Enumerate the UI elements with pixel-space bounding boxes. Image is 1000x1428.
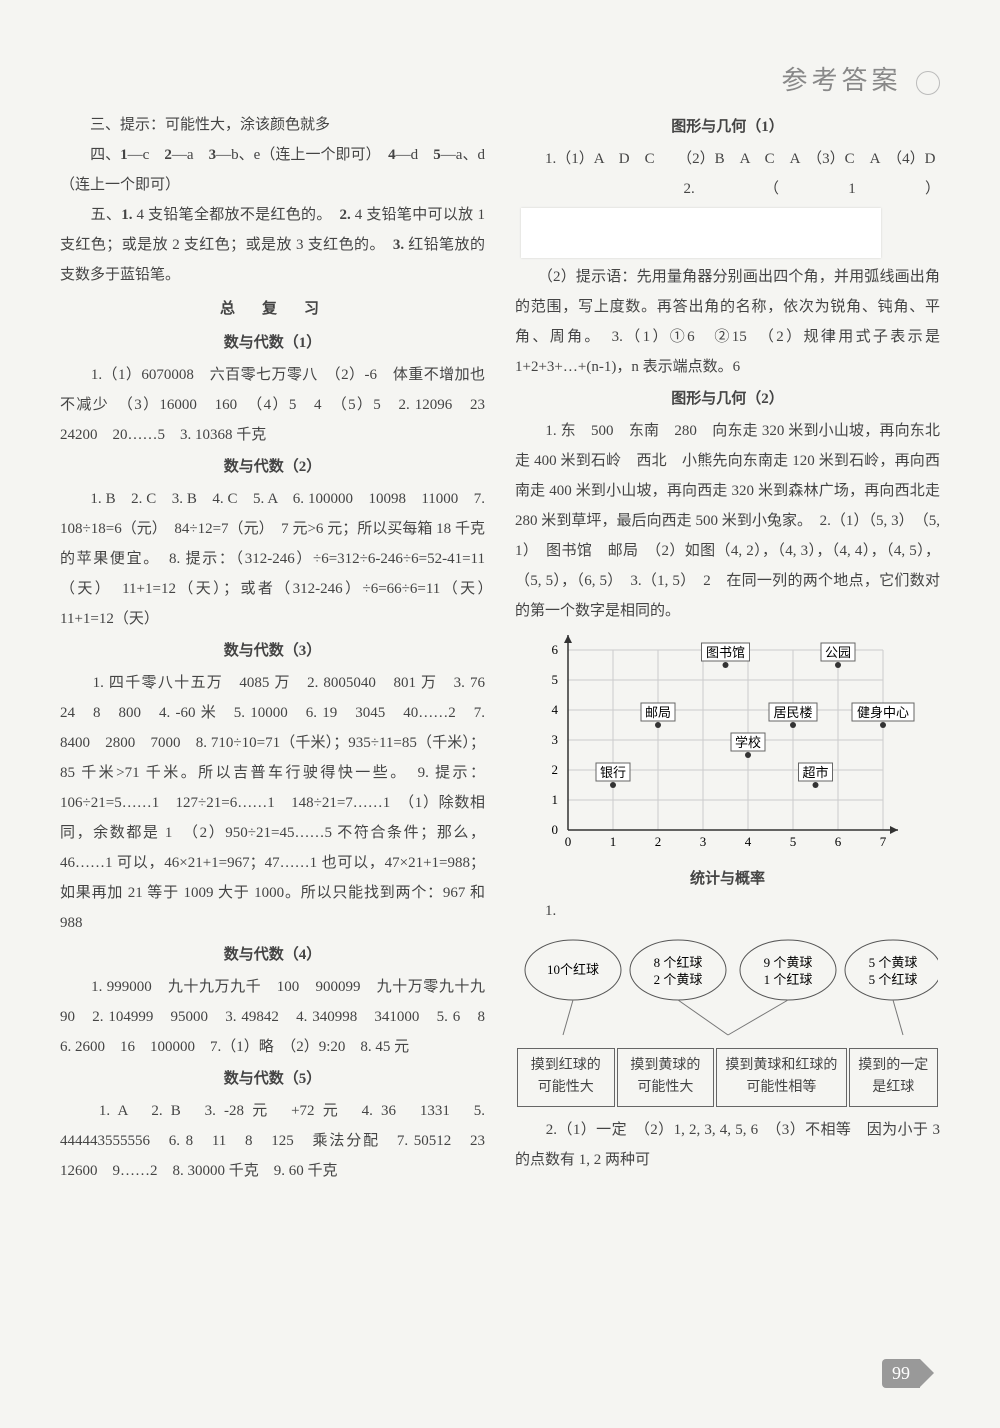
svg-text:邮局: 邮局	[644, 705, 670, 720]
geo1-body2: （2）提示语：先用量角器分别画出四个角，并用弧线画出角的范围，写上度数。再答出角…	[515, 262, 940, 382]
svg-text:5: 5	[789, 834, 796, 849]
svg-text:银行: 银行	[599, 765, 625, 780]
svg-text:3: 3	[699, 834, 706, 849]
svg-text:居民楼: 居民楼	[773, 705, 812, 720]
stat-q1: 1.	[515, 896, 940, 926]
alg5-body: 1. A 2. B 3. -28 元 +72 元 4. 36 1331 5. 4…	[60, 1096, 485, 1186]
svg-text:5 个红球: 5 个红球	[868, 972, 917, 987]
right-column: 图形与几何（1） 1.（1）A D C （2）B A C A （3）C A （4…	[515, 110, 940, 1186]
svg-text:1 个红球: 1 个红球	[763, 972, 812, 987]
alg2-body: 1. B 2. C 3. B 4. C 5. A 6. 100000 10098…	[60, 484, 485, 634]
svg-text:5: 5	[551, 672, 558, 687]
left-column: 三、提示：可能性大，涂该颜色就多 四、1—c 2—a 3—b、e（连上一个即可）…	[60, 110, 485, 1186]
svg-text:公园: 公园	[824, 645, 850, 660]
header-title: 参考答案	[781, 66, 901, 95]
svg-text:10个红球: 10个红球	[546, 962, 598, 977]
svg-text:4: 4	[744, 834, 751, 849]
section-review: 总 复 习	[60, 294, 485, 324]
coordinate-grid: 0 1 2 3 4 5 6 7 0 1 2 3 4 5 6 银行 邮局学校 图书馆居民楼超市 公园健身中心	[528, 630, 928, 860]
svg-text:9 个黄球: 9 个黄球	[763, 955, 812, 970]
svg-text:超市: 超市	[802, 765, 828, 780]
svg-text:6: 6	[834, 834, 841, 849]
geo1-q2: 2.（1）	[515, 174, 940, 262]
alg4-body: 1. 999000 九十九万九千 100 900099 九十万零九十九 90 2…	[60, 972, 485, 1062]
sub-alg3: 数与代数（3）	[60, 636, 485, 666]
match-cell-3: 摸到黄球和红球的可能性相等	[716, 1048, 846, 1107]
svg-text:2 个黄球: 2 个黄球	[653, 972, 702, 987]
svg-text:2: 2	[654, 834, 661, 849]
bag-diagram: 10个红球 8 个红球 2 个黄球 9 个黄球 1 个红球 5 个黄球 5 个红球	[518, 930, 938, 1040]
stat-q2: 2.（1）一定 （2）1, 2, 3, 4, 5, 6 （3）不相等 因为小于 …	[515, 1115, 940, 1175]
svg-text:7: 7	[879, 834, 886, 849]
para-4: 四、1—c 2—a 3—b、e（连上一个即可） 4—d 5—a、d（连上一个即可…	[60, 140, 485, 200]
svg-text:图书馆: 图书馆	[705, 645, 744, 660]
sub-alg1: 数与代数（1）	[60, 328, 485, 358]
svg-text:0: 0	[551, 822, 558, 837]
alg3-body: 1. 四千零八十五万 4085 万 2. 8005040 801 万 3. 76…	[60, 668, 485, 938]
blank-answer-box	[521, 208, 881, 258]
svg-text:健身中心: 健身中心	[856, 705, 908, 720]
para-3: 三、提示：可能性大，涂该颜色就多	[60, 110, 485, 140]
header-deco	[916, 71, 940, 95]
match-table: 摸到红球的可能性大 摸到黄球的可能性大 摸到黄球和红球的可能性相等 摸到的一定是…	[515, 1046, 940, 1109]
page-header: 参考答案	[781, 60, 940, 97]
para-5: 五、1. 4 支铅笔全都放不是红色的。 2. 4 支铅笔中可以放 1 支红色；或…	[60, 200, 485, 290]
svg-text:学校: 学校	[734, 735, 760, 750]
svg-text:6: 6	[551, 642, 558, 657]
svg-text:3: 3	[551, 732, 558, 747]
sub-geo2: 图形与几何（2）	[515, 384, 940, 414]
match-cell-2: 摸到黄球的可能性大	[617, 1048, 715, 1107]
svg-text:0: 0	[564, 834, 571, 849]
svg-text:8 个红球: 8 个红球	[653, 955, 702, 970]
sub-alg2: 数与代数（2）	[60, 452, 485, 482]
svg-text:2: 2	[551, 762, 558, 777]
sub-alg4: 数与代数（4）	[60, 940, 485, 970]
content-columns: 三、提示：可能性大，涂该颜色就多 四、1—c 2—a 3—b、e（连上一个即可）…	[60, 110, 940, 1186]
svg-text:4: 4	[551, 702, 558, 717]
match-cell-1: 摸到红球的可能性大	[517, 1048, 615, 1107]
match-cell-4: 摸到的一定是红球	[849, 1048, 938, 1107]
sub-alg5: 数与代数（5）	[60, 1064, 485, 1094]
sub-stat: 统计与概率	[515, 864, 940, 894]
sub-geo1: 图形与几何（1）	[515, 112, 940, 142]
svg-text:5 个黄球: 5 个黄球	[868, 955, 917, 970]
geo2-body: 1. 东 500 东南 280 向东走 320 米到小山坡，再向东北走 400 …	[515, 416, 940, 626]
alg1-body: 1.（1）6070008 六百零七万零八 （2）-6 体重不增加也不减少 （3）…	[60, 360, 485, 450]
svg-text:1: 1	[551, 792, 558, 807]
page-number: 99	[882, 1359, 920, 1388]
svg-text:1: 1	[609, 834, 616, 849]
geo1-body: 1.（1）A D C （2）B A C A （3）C A （4）D	[515, 144, 940, 174]
